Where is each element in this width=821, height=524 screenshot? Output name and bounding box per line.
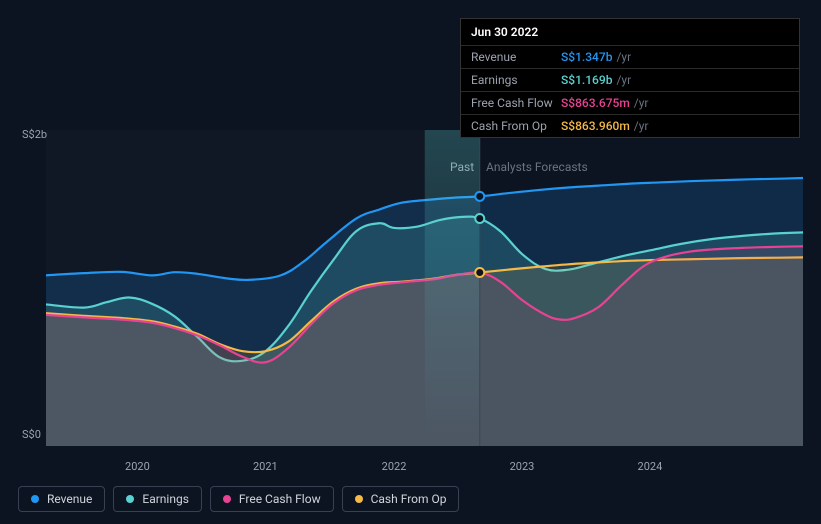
tooltip-value: S$1.169b — [561, 73, 612, 87]
tooltip-unit: /yr — [634, 119, 649, 133]
legend-label: Free Cash Flow — [239, 492, 321, 506]
legend-swatch — [31, 495, 39, 503]
legend-item-revenue[interactable]: Revenue — [18, 486, 105, 512]
tooltip-date: Jun 30 2022 — [461, 19, 799, 46]
chart-plot-area[interactable] — [46, 130, 803, 446]
y-axis-label-top: S$2b — [22, 128, 47, 141]
chart-tooltip: Jun 30 2022 RevenueS$1.347b/yrEarningsS$… — [460, 18, 800, 138]
hover-marker-earnings — [475, 214, 484, 223]
x-tick: 2022 — [382, 460, 407, 473]
tooltip-label: Cash From Op — [471, 119, 561, 133]
hover-marker-revenue — [475, 192, 484, 201]
chart-legend: Revenue Earnings Free Cash Flow Cash From O… — [18, 486, 459, 512]
y-axis-label-bottom: S$0 — [22, 428, 41, 441]
legend-label: Revenue — [47, 492, 92, 506]
tooltip-value: S$863.960m — [561, 119, 630, 133]
x-axis: 2020 2021 2022 2023 2024 — [64, 460, 821, 480]
tooltip-unit: /yr — [616, 73, 631, 87]
hover-marker-cash_from_op — [475, 268, 484, 277]
legend-swatch — [126, 495, 134, 503]
tooltip-label: Revenue — [471, 50, 561, 64]
legend-label: Earnings — [142, 492, 189, 506]
tooltip-row: EarningsS$1.169b/yr — [461, 69, 799, 92]
legend-swatch — [223, 495, 231, 503]
x-tick: 2021 — [253, 460, 278, 473]
tooltip-row: Free Cash FlowS$863.675m/yr — [461, 92, 799, 115]
tooltip-unit: /yr — [634, 96, 649, 110]
x-tick: 2023 — [510, 460, 535, 473]
tooltip-label: Earnings — [471, 73, 561, 87]
tooltip-unit: /yr — [616, 50, 631, 64]
legend-item-earnings[interactable]: Earnings — [113, 486, 202, 512]
tooltip-value: S$1.347b — [561, 50, 612, 64]
legend-item-free-cash-flow[interactable]: Free Cash Flow — [210, 486, 334, 512]
tooltip-row: RevenueS$1.347b/yr — [461, 46, 799, 69]
tooltip-row: Cash From OpS$863.960m/yr — [461, 115, 799, 137]
x-tick: 2020 — [125, 460, 150, 473]
legend-item-cash-from-op[interactable]: Cash From Op — [342, 486, 460, 512]
tooltip-value: S$863.675m — [561, 96, 630, 110]
legend-label: Cash From Op — [371, 492, 447, 506]
legend-swatch — [355, 495, 363, 503]
tooltip-label: Free Cash Flow — [471, 96, 561, 110]
x-tick: 2024 — [638, 460, 663, 473]
